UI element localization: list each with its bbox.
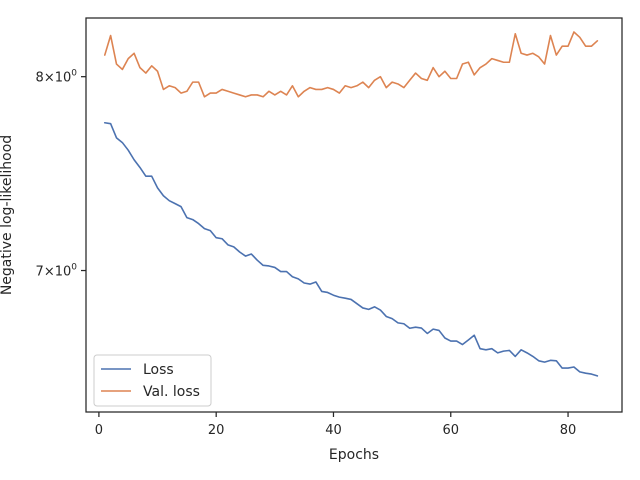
x-axis-label: Epochs — [329, 447, 379, 463]
plot-frame — [85, 17, 623, 413]
legend: Loss Val. loss — [93, 354, 212, 407]
y-axis-ticks: 7×100 8×100 — [36, 69, 86, 280]
x-tick-label: 20 — [208, 423, 225, 438]
x-tick-label: 40 — [325, 423, 342, 438]
y-tick-label: 8×100 — [36, 69, 78, 86]
x-axis-ticks: 0 20 40 60 80 — [95, 412, 577, 438]
y-tick-label: 7×100 — [36, 263, 78, 280]
legend-label-val-loss: Val. loss — [143, 384, 200, 400]
legend-label-loss: Loss — [143, 362, 174, 378]
series-line-val-loss — [103, 31, 599, 98]
series-line-loss — [103, 121, 599, 377]
y-axis-label: Negative log-likelihood — [0, 135, 15, 295]
x-tick-label: 0 — [95, 423, 103, 438]
legend-box — [93, 354, 212, 407]
series-layer — [103, 31, 599, 377]
x-tick-label: 80 — [560, 423, 577, 438]
x-tick-label: 60 — [442, 423, 459, 438]
